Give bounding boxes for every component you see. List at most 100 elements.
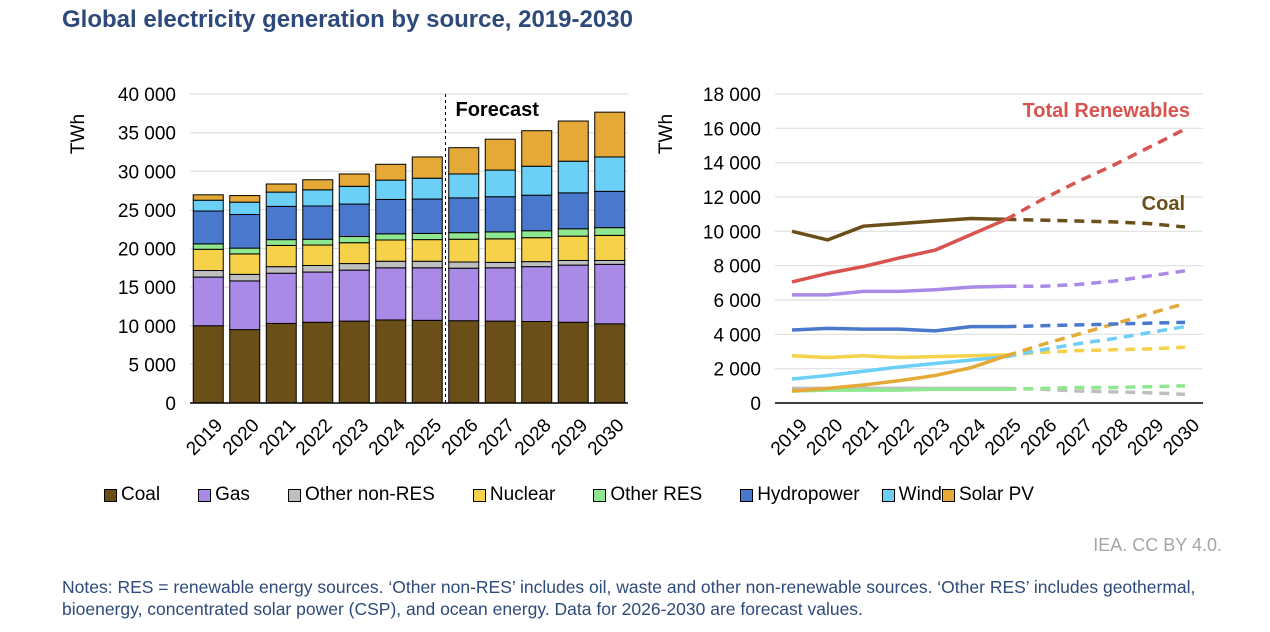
x-tick-label: 2028 [511,415,556,460]
bar-segment-other-res [265,239,297,246]
legend-swatch [198,488,212,502]
line-wind-forecast [1006,324,1186,359]
bar-segment-hydropower [484,196,516,233]
bar-segment-wind [521,165,553,196]
bar-segment-wind [192,199,224,212]
bar-segment-other-non-res [411,260,443,269]
x-tick-label: 2027 [1052,415,1097,460]
line-gas-actual [792,284,1007,297]
legend-item: Nuclear [472,484,556,506]
legend-swatch [287,488,301,502]
bar-segment-wind [265,191,297,207]
legend-label: Gas [215,484,250,505]
x-tick-label: 2026 [438,415,483,460]
bar-segment-nuclear [338,242,370,265]
legend-swatch [472,488,486,502]
line-gas-forecast [1006,269,1186,289]
x-tick-label: 2021 [255,415,300,460]
bar-segment-nuclear [229,253,261,275]
bar-segment-other-res [302,238,334,246]
y-tick-label: 30 000 [118,162,176,183]
bar-segment-nuclear [302,244,334,266]
x-tick-label: 2030 [1159,415,1204,460]
bar-segment-other-res [484,231,516,240]
y-tick-label: 6 000 [713,291,761,312]
bar-segment-other-non-res [448,261,480,269]
x-tick-label: 2020 [219,415,264,460]
bar-segment-wind [229,201,261,216]
bar-segment-other-res [448,232,480,240]
bar-segment-gas [302,271,334,323]
bar-segment-nuclear [484,238,516,263]
bar-segment-gas [448,267,480,322]
bar-segment-nuclear [192,248,224,272]
x-tick-label: 2030 [584,415,629,460]
bar-segment-solar-pv [557,120,589,162]
bar-segment-gas [521,266,553,323]
bar-segment-other-res [521,230,553,239]
legend-item: Other non-RES [287,484,435,506]
bar-segment-wind [338,185,370,205]
legend-label: Nuclear [489,484,556,505]
bar-segment-other-non-res [192,270,224,278]
bar-segment-other-non-res [229,273,261,282]
legend-label: Coal [121,484,161,505]
series-label-total-renewables: Total Renewables [1023,100,1190,122]
bar-segment-other-res [338,236,370,244]
bar-segment-solar-pv [265,183,297,193]
x-tick-label: 2029 [547,415,592,460]
bar-segment-other-non-res [521,261,553,268]
legend-label: Solar PV [958,484,1034,505]
bar-segment-gas [338,269,370,322]
y-tick-label: 2 000 [713,360,761,381]
bar-segment-nuclear [265,244,297,268]
credit: IEA. CC BY 4.0. [1093,535,1222,555]
bar-segment-other-res [375,233,407,241]
bar-segment-coal [448,320,480,404]
x-tick-label: 2019 [767,415,812,460]
line-other-res-forecast [1006,384,1186,392]
bar-segment-coal [265,322,297,404]
bar-segment-other-res [594,227,626,236]
bar-segment-nuclear [448,238,480,263]
legend-swatch [881,488,895,502]
bar-segment-nuclear [557,235,589,261]
chart-title: Global electricity generation by source,… [62,6,633,33]
bar-segment-coal [411,319,443,404]
line-hydropower-actual [791,324,1007,333]
bar-segment-solar-pv [594,111,626,158]
x-tick-label: 2029 [1124,415,1169,460]
legend-item: Hydropower [740,484,860,506]
bar-segment-coal [375,319,407,404]
line-nuclear-actual [791,353,1007,360]
line-coal-forecast [1006,217,1186,229]
bar-segment-coal [557,321,589,404]
bar-segment-wind [411,177,443,200]
bar-segment-hydropower [192,210,224,245]
x-tick-label: 2024 [365,415,410,460]
bar-segment-other-non-res [375,260,407,269]
x-tick-label: 2022 [874,415,919,460]
bar-segment-other-non-res [484,261,516,269]
line-solar-pv-actual [791,354,1007,393]
bar-segment-other-res [229,247,261,255]
y-tick-label: 0 [750,394,761,415]
bar-segment-gas [265,272,297,324]
x-tick-label: 2023 [910,415,955,460]
bar-segment-solar-pv [411,156,443,179]
bar-segment-solar-pv [338,173,370,187]
bar-segment-hydropower [265,205,297,241]
bar-segment-hydropower [229,214,261,249]
bar-segment-hydropower [338,203,370,238]
x-tick-label: 2020 [803,415,848,460]
bar-segment-hydropower [448,197,480,234]
bar-segment-hydropower [411,198,443,234]
bar-segment-coal [192,325,224,404]
bar-segment-other-res [192,243,224,250]
x-tick-label: 2024 [945,415,990,460]
bar-segment-wind [484,169,516,198]
bar-segment-other-non-res [265,266,297,274]
x-tick-label: 2028 [1088,415,1133,460]
bar-segment-gas [484,267,516,322]
